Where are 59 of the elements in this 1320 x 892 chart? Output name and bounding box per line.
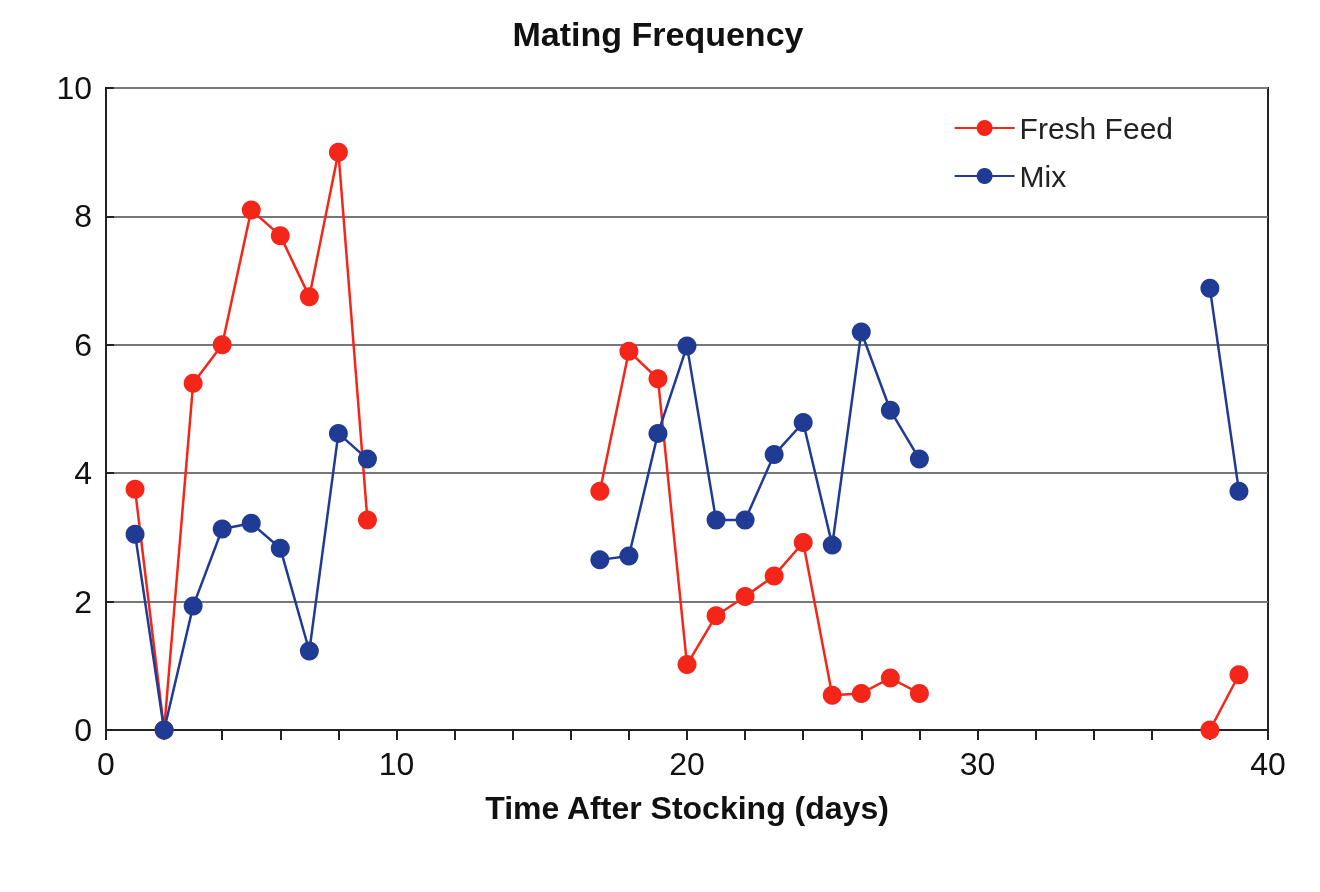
point [648,423,668,443]
x-tick-label: 30 [959,746,996,782]
point [183,596,203,616]
point [1229,665,1249,685]
point [793,533,813,553]
y-tick-label: 6 [74,326,92,363]
point [299,287,319,307]
y-tick-label: 4 [74,455,92,492]
point [212,519,232,539]
point [328,423,348,443]
point [822,685,842,705]
point [851,683,871,703]
x-tick-label: 0 [97,746,115,782]
point [706,510,726,530]
point [299,641,319,661]
point [183,373,203,393]
legend-label: Mix [1019,159,1067,193]
x-tick-label: 40 [1250,746,1286,782]
point [706,606,726,626]
point [212,335,232,355]
point [909,449,929,469]
point [357,510,377,530]
point [1200,720,1220,740]
point [677,655,697,675]
chart-title: Mating Frequency [512,15,804,53]
point [880,400,900,420]
point [822,535,842,555]
point [619,341,639,361]
y-tick-label: 10 [56,70,92,106]
legend-label: Fresh Feed [1019,111,1174,145]
point [677,336,697,356]
point [357,449,377,469]
point [880,668,900,688]
point [619,546,639,566]
point [270,538,290,558]
y-tick-label: 0 [74,712,92,748]
point [328,142,348,162]
point [764,566,784,586]
point [648,369,668,389]
point [793,412,813,432]
point [909,683,929,703]
point [241,200,261,220]
point [270,226,290,246]
point [764,445,784,465]
y-tick-label: 8 [74,198,92,235]
point [590,550,610,570]
point [1229,481,1249,501]
x-tick-label: 10 [378,746,415,782]
x-tick-label: 20 [669,746,705,782]
point [735,510,755,530]
point [851,322,871,342]
point [125,479,145,499]
point [590,481,610,501]
point [125,524,145,544]
point [1200,278,1220,298]
point [735,586,755,606]
x-axis-title: Time After Stocking (days) [485,790,889,826]
point [241,513,261,533]
y-tick-label: 2 [74,583,92,620]
